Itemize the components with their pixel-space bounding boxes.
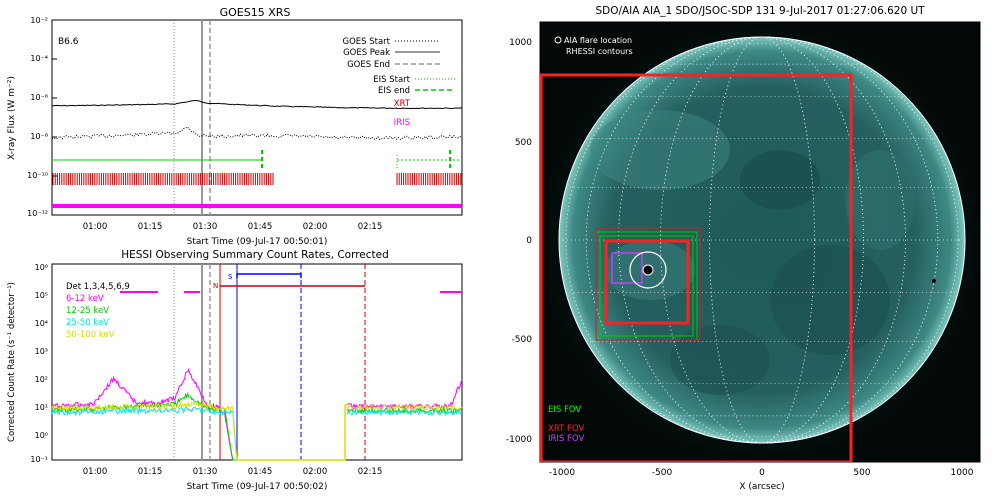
hessi-xtick-label: 01:45 [248,467,273,477]
goes-xtick-label: 01:15 [138,222,163,232]
goes-ytick-marks [52,19,57,216]
longitude-line [709,36,815,444]
legend-xrt-label: XRT [394,99,411,109]
aia-xtick-label: -1000 [549,468,575,478]
xrt-fov-label: XRT FOV [548,424,584,434]
hessi-xlabel: Start Time (09-Jul-17 00:50:02) [187,482,328,492]
hessi-xtick-label: 02:15 [358,467,383,477]
hessi-curve [51,400,238,461]
aia-xtick-label: -500 [652,468,673,478]
legend-eis-end-label: EIS end [378,86,410,96]
hessi-ytick-label: 10⁻¹ [30,455,48,464]
hessi-ytick-label: 10⁰ [35,431,48,440]
hessi-ytick-label: 10² [35,375,48,384]
goes-xtick-label: 02:15 [358,222,383,232]
eis-fov-label: EIS FOV [548,405,581,415]
hessi-plot-frame [51,263,463,461]
legend-eis-start-label: EIS Start [373,75,410,85]
aia-ytick-label: -1000 [506,435,532,445]
xrt-coverage [52,173,462,185]
legend-iris-label: IRIS [394,118,410,128]
hessi-band-label: 50-100 keV [66,330,115,340]
flare-location-circle [629,251,667,289]
aia-legend-rhessi: RHESSI contours [566,47,633,56]
aia-title: SDO/AIA AIA_1 SDO/JSOC-SDP 131 9-Jul-201… [595,5,925,17]
aia-panel: SDO/AIA AIA_1 SDO/JSOC-SDP 131 9-Jul-201… [506,5,981,492]
longitude-line [660,36,864,444]
goes-plot-frame [51,19,463,216]
aia-xtick-label: 1000 [951,468,974,478]
hessi-curve [346,403,463,412]
hessi-xtick-label: 02:00 [303,467,328,477]
hessi-curves [51,367,463,461]
hessi-panel: HESSI Observing Summary Count Rates, Cor… [7,249,463,492]
goes-ytick-label: 10⁻⁶ [30,93,48,102]
hessi-curve [346,408,463,417]
goes-xtick-label: 02:00 [303,222,328,232]
aia-ytick-label: -500 [512,335,533,345]
hessi-curve [346,379,463,411]
goes-xtick-label: 01:45 [248,222,273,232]
legend-goes-peak-label: GOES Peak [343,48,390,58]
hessi-xtick-label: 01:30 [193,467,218,477]
goes-panel: GOES15 XRS B6.6 X-ray Flux (W m⁻²) Start… [7,6,463,247]
goes-legend: GOES Start GOES Peak GOES End EIS Start … [342,37,455,128]
dark-spot [932,279,936,283]
hessi-ytick-label: 10¹ [35,403,48,412]
goes-ytick-label: 10⁻¹² [27,209,48,218]
goes-ytick-label: 10⁻⁴ [30,54,48,63]
hessi-xtick-label: 01:15 [138,467,163,477]
goes-title: GOES15 XRS [220,6,291,19]
legend-goes-end-label: GOES End [347,60,390,70]
hessi-ylabel: Corrected Count Rate (s⁻¹ detector⁻¹) [7,282,17,442]
xrt-fov-box [604,239,690,325]
aia-legend-flare: AIA flare location [564,36,632,45]
aia-xtick-label: 0 [759,468,765,478]
goes-class-label: B6.6 [58,37,79,47]
hessi-title: HESSI Observing Summary Count Rates, Cor… [121,249,389,261]
aia-ytick-label: 500 [515,138,532,148]
night-flag-label: N [213,282,218,290]
limb-circle [558,36,966,444]
goes-ylabel: X-ray Flux (W m⁻²) [7,76,17,160]
aia-xlabel: X (arcsec) [739,482,784,492]
hessi-ytick-label: 10³ [35,347,48,356]
hessi-band-label: 25-50 keV [66,318,109,328]
hessi-gap-line [237,404,348,461]
goes-long-channel-line [52,100,463,110]
iris-fov-box [611,252,643,284]
xrt-fov-box [595,227,701,341]
eis-coverage [52,150,462,170]
legend-goes-start-label: GOES Start [342,37,390,47]
hessi-xtick-label: 01:00 [83,467,108,477]
iris-fov-label: IRIS FOV [548,434,584,444]
saa-flag-label: S [228,273,233,281]
saa-flag-bar [236,273,302,278]
goes-short-channel-line [51,126,463,141]
aia-xtick-label: 500 [853,468,870,478]
hessi-ytick-label: 10⁵ [35,291,48,300]
goes-xlabel: Start Time (09-Jul-17 00:50:01) [187,237,328,247]
flare-legend-icon [554,36,562,44]
hessi-det-label: Det 1,3,4,5,6,9 [66,282,130,292]
hessi-curve [51,406,238,461]
goes-ytick-label: 10⁻⁸ [30,132,48,141]
goes-ytick-label: 10⁻² [30,16,48,25]
hessi-curve [51,367,237,461]
rhessi-contour [642,264,654,276]
hessi-band-label: 6-12 keV [66,294,104,304]
goes-xtick-label: 01:30 [193,222,218,232]
eis-fov-box [599,235,694,337]
aia-ytick-label: 0 [526,236,532,246]
hessi-ytick-label: 10⁶ [35,263,48,272]
hessi-band-label: 12-25 keV [66,306,109,316]
goes-xtick-label: 01:00 [83,222,108,232]
aia-ytick-label: 1000 [509,38,532,48]
hessi-ytick-label: 10⁴ [35,319,48,328]
xrt-fov-large-box [540,73,853,462]
goes-ytick-label: 10⁻¹⁰ [27,171,48,180]
